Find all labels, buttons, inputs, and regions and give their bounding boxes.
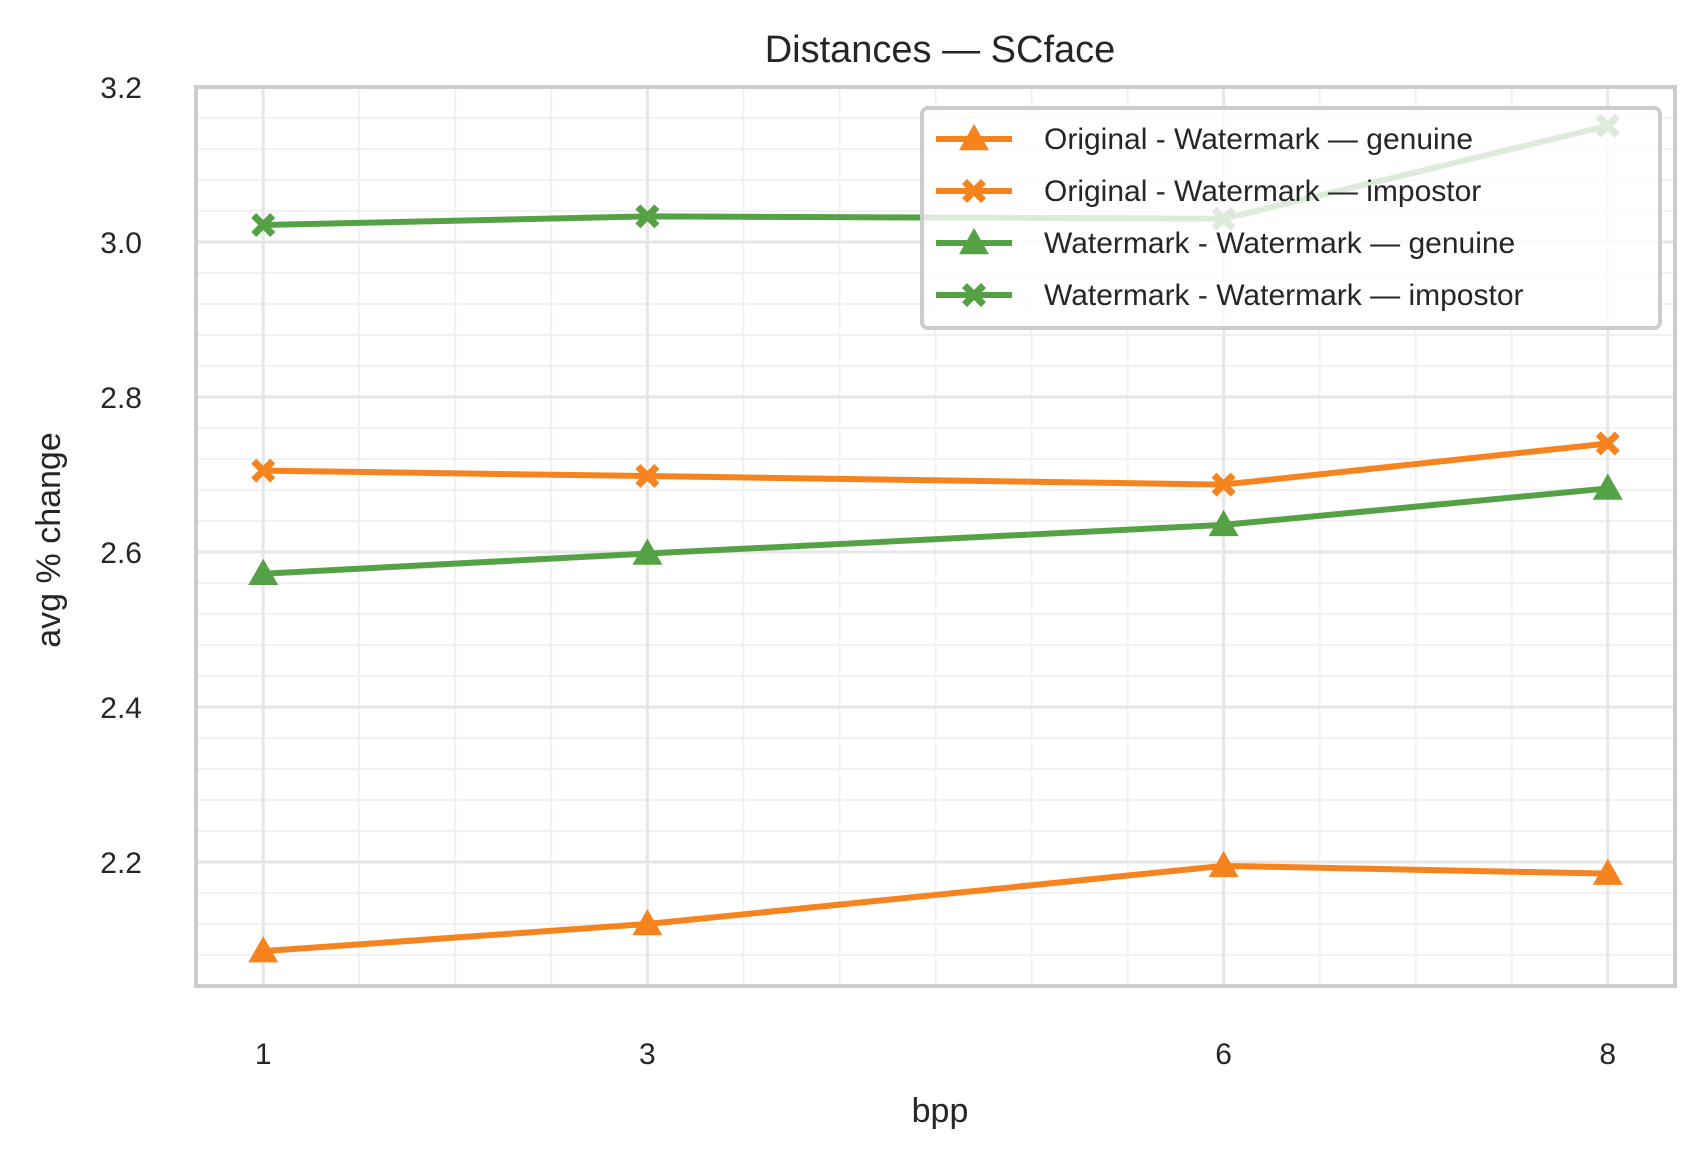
series-line (260, 440, 1611, 488)
legend-label: Original - Watermark — impostor (1044, 175, 1481, 208)
x-axis-label: bpp (912, 1092, 969, 1130)
data-point (1208, 850, 1239, 878)
legend-item: Original - Watermark — impostor (936, 175, 1481, 208)
data-point (248, 558, 279, 585)
y-axis-label: avg % change (30, 432, 68, 648)
legend-label: Watermark - Watermark — impostor (1044, 279, 1524, 312)
legend: Original - Watermark — genuine Original -… (920, 106, 1662, 330)
data-point (632, 909, 663, 936)
legend-item: Original - Watermark — genuine (936, 123, 1473, 156)
y-tick-label: 2.2 (100, 847, 142, 880)
y-tick-label: 2.4 (100, 692, 142, 725)
legend-label: Original - Watermark — genuine (1044, 123, 1473, 156)
legend-marker (959, 124, 989, 151)
y-tick-label: 2.6 (100, 537, 142, 570)
y-tick-label: 3.2 (100, 72, 142, 105)
series-2 (251, 431, 1620, 497)
x-tick-label: 6 (1215, 1038, 1232, 1071)
x-tick-label: 8 (1599, 1038, 1616, 1071)
data-point (632, 538, 663, 565)
data-point (248, 936, 279, 963)
data-point (635, 464, 660, 489)
data-point (635, 204, 660, 229)
data-point (1592, 473, 1623, 500)
legend-marker (962, 283, 986, 307)
series-3 (248, 473, 1623, 585)
grid (196, 85, 1675, 987)
legend-label: Watermark - Watermark — genuine (1044, 227, 1515, 260)
y-tick-label: 2.8 (100, 382, 142, 415)
legend-item: Watermark - Watermark — genuine (936, 227, 1515, 260)
x-tick-label: 3 (639, 1038, 656, 1071)
legend-marker (962, 179, 986, 203)
data-point (251, 458, 276, 483)
data-point (1595, 431, 1620, 456)
data-point (251, 212, 276, 237)
data-point (1211, 472, 1236, 497)
legend-item: Watermark - Watermark — impostor (936, 279, 1524, 312)
x-tick-label: 1 (255, 1038, 272, 1071)
plot-frame (194, 85, 1677, 988)
y-tick-label: 3.0 (100, 227, 142, 260)
series-line (260, 862, 1611, 955)
legend-marker (959, 228, 989, 255)
series-line (260, 485, 1611, 577)
legend-box (920, 106, 1662, 330)
series-1 (248, 850, 1623, 963)
data-point (1208, 509, 1239, 537)
data-point (1592, 858, 1623, 885)
ticks: 1 3 6 8 2.2 2.4 2.6 2.8 3.0 3.2 (100, 72, 1616, 1071)
chart-title: Distances — SCface (765, 29, 1116, 71)
